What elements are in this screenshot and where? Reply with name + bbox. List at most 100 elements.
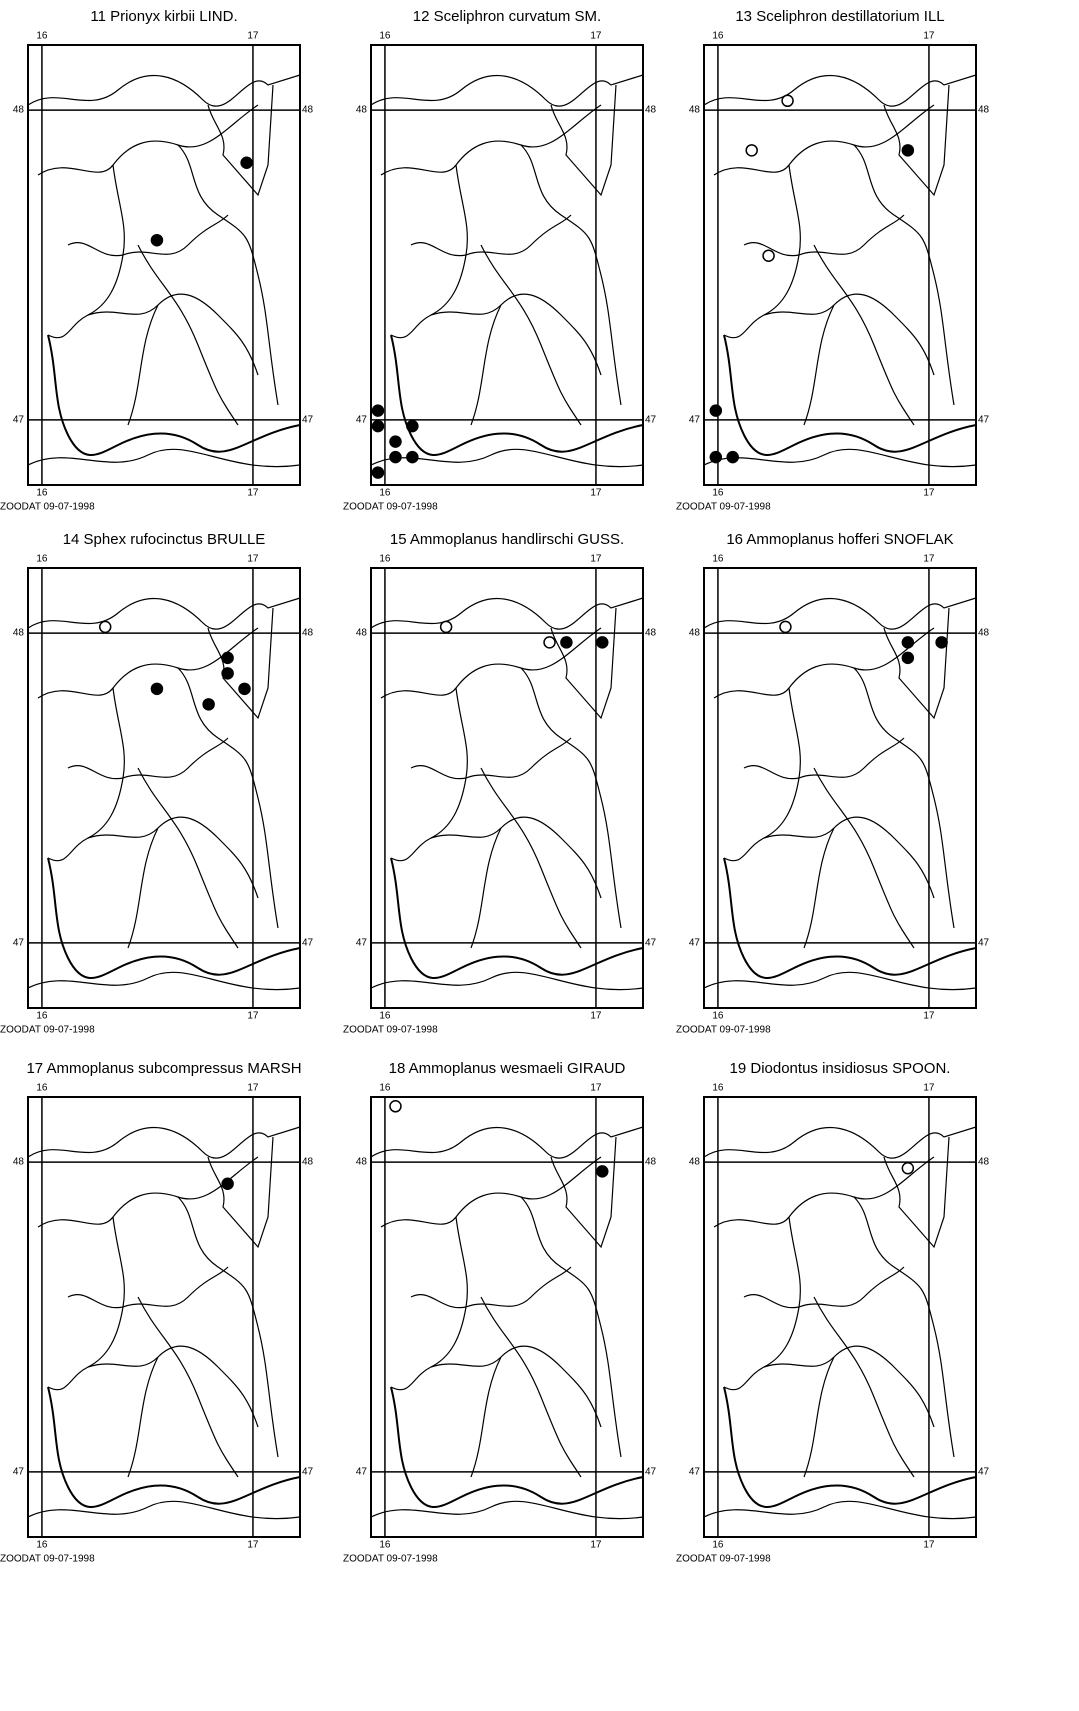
lon-label: 17	[923, 1011, 935, 1022]
record-point	[901, 1162, 915, 1175]
map-panel: 15 Ammoplanus handlirschi GUSS. 16 16 17 17 4…	[343, 531, 657, 1036]
lon-label: 16	[36, 1540, 48, 1551]
map-panel: 12 Sceliphron curvatum SM. 16 16 17 17 48 48 47…	[343, 8, 657, 513]
record-point	[371, 404, 385, 417]
lon-label: 16	[379, 1083, 391, 1094]
lon-label: 16	[36, 31, 48, 42]
rivers	[27, 597, 301, 991]
record-point	[371, 466, 385, 479]
map-title: 19 Diodontus insidiosus SPOON.	[730, 1060, 951, 1077]
record-point	[98, 620, 112, 634]
map-title: 12 Sceliphron curvatum SM.	[413, 8, 601, 25]
footer: ZOODAT 09-07-1998	[0, 502, 95, 513]
map-frame	[703, 1096, 977, 1538]
map-panel: 14 Sphex rufocinctus BRULLE 16 16 17 17 48 48 4…	[0, 531, 314, 1036]
lon-label: 17	[590, 1083, 602, 1094]
lon-label: 16	[379, 1540, 391, 1551]
map-frame	[370, 1096, 644, 1538]
lat-label: 48	[13, 105, 25, 116]
map-title: 13 Sceliphron destillatorium ILL	[735, 8, 944, 25]
lon-label: 17	[590, 488, 602, 499]
footer: ZOODAT 09-07-1998	[343, 1554, 438, 1565]
rivers	[370, 74, 644, 468]
lon-label: 17	[247, 1083, 259, 1094]
lat-label: 48	[302, 1157, 314, 1168]
record-point	[745, 144, 758, 157]
lon-label: 16	[36, 554, 48, 565]
map-frame	[370, 44, 644, 486]
map-frame	[703, 44, 977, 486]
lon-label: 16	[379, 488, 391, 499]
record-point	[389, 450, 402, 464]
lon-label: 17	[590, 1540, 602, 1551]
lon-label: 17	[923, 1083, 935, 1094]
rivers	[703, 1126, 977, 1520]
record-point	[709, 404, 723, 417]
lat-label: 47	[356, 1467, 368, 1478]
lon-label: 16	[379, 31, 391, 42]
lat-label: 48	[302, 628, 314, 639]
lat-label: 47	[645, 1467, 657, 1478]
lon-label: 17	[247, 1540, 259, 1551]
record-point	[935, 636, 948, 649]
lat-label: 48	[356, 1157, 368, 1168]
rivers	[27, 1126, 301, 1520]
record-point	[371, 419, 385, 433]
map-panel: 13 Sceliphron destillatorium ILL 16 16 17 17…	[676, 8, 990, 513]
record-point	[406, 419, 419, 433]
footer: ZOODAT 09-07-1998	[0, 1554, 95, 1565]
map-title: 18 Ammoplanus wesmaeli GIRAUD	[389, 1060, 626, 1077]
lat-label: 47	[689, 415, 701, 426]
map-panel: 11 Prionyx kirbii LIND. 16 16 17 17 48 48 47 47 Z…	[0, 8, 314, 513]
lon-label: 17	[923, 488, 935, 499]
footer: ZOODAT 09-07-1998	[676, 1554, 771, 1565]
lat-label: 47	[302, 415, 314, 426]
record-point	[221, 667, 234, 680]
lat-label: 48	[13, 1157, 25, 1168]
lon-label: 17	[247, 1011, 259, 1022]
lon-label: 17	[590, 31, 602, 42]
map-title: 11 Prionyx kirbii LIND.	[90, 8, 237, 25]
footer: ZOODAT 09-07-1998	[0, 1025, 95, 1036]
map-panel: 18 Ammoplanus wesmaeli GIRAUD 16 16 17 17 48 4…	[343, 1060, 657, 1565]
record-point	[221, 1177, 234, 1191]
lat-label: 48	[978, 1157, 990, 1168]
lat-label: 47	[978, 938, 990, 949]
map-title: 16 Ammoplanus hofferi SNOFLAK	[726, 531, 953, 548]
lat-label: 47	[645, 938, 657, 949]
lon-label: 16	[379, 1011, 391, 1022]
map-panel: 17 Ammoplanus subcompressus MARSH 16 16 17 1…	[0, 1060, 314, 1565]
footer: ZOODAT 09-07-1998	[343, 502, 438, 513]
lon-label: 16	[36, 488, 48, 499]
lon-label: 17	[247, 554, 259, 565]
record-point	[901, 636, 915, 649]
lon-label: 16	[36, 1083, 48, 1094]
lat-label: 47	[356, 415, 368, 426]
lon-label: 16	[712, 1540, 724, 1551]
lat-label: 48	[645, 105, 657, 116]
record-point	[439, 620, 453, 634]
lat-label: 48	[645, 628, 657, 639]
record-point	[779, 620, 792, 634]
record-point	[709, 450, 723, 464]
lat-label: 48	[302, 105, 314, 116]
lon-label: 17	[247, 31, 259, 42]
lat-label: 48	[645, 1157, 657, 1168]
rivers	[27, 74, 301, 468]
map-frame	[703, 567, 977, 1009]
map-panel: 19 Diodontus insidiosus SPOON. 16 16 17 17 48…	[676, 1060, 990, 1565]
lat-label: 47	[978, 1467, 990, 1478]
lat-label: 48	[689, 1157, 701, 1168]
lat-label: 48	[356, 628, 368, 639]
record-point	[762, 249, 775, 262]
record-point	[389, 1100, 402, 1113]
record-point	[389, 435, 402, 448]
lat-label: 47	[13, 415, 25, 426]
map-frame	[27, 1096, 301, 1538]
record-point	[150, 233, 164, 247]
lon-label: 17	[923, 1540, 935, 1551]
lat-label: 47	[356, 938, 368, 949]
map-frame	[27, 44, 301, 486]
